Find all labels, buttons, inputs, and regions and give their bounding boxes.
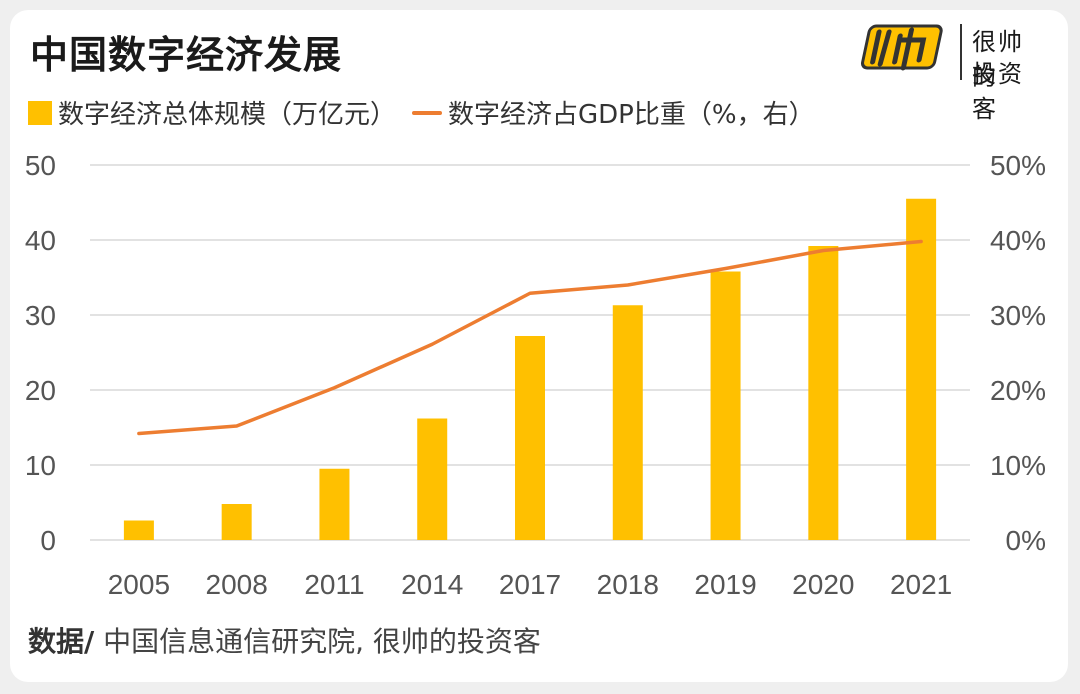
y-left-tick-label: 20 bbox=[25, 375, 56, 406]
y-right-tick-label: 50% bbox=[990, 150, 1046, 181]
y-right-tick-label: 0% bbox=[1006, 525, 1046, 556]
chart-legend: 数字经济总体规模（万亿元） 数字经济占GDP比重（%，右） bbox=[28, 94, 831, 131]
x-tick-label: 2020 bbox=[792, 569, 854, 600]
source-note: 数据/ 中国信息通信研究院, 很帅的投资客 bbox=[28, 620, 541, 660]
y-left-tick-label: 40 bbox=[25, 225, 56, 256]
x-tick-label: 2011 bbox=[304, 569, 364, 600]
right-axis-ticks: 0% 10% 20% 30% 40% 50% bbox=[990, 150, 1046, 556]
y-right-tick-label: 40% bbox=[990, 225, 1046, 256]
bar-series bbox=[123, 198, 937, 540]
x-tick-label: 2008 bbox=[206, 569, 268, 600]
x-tick-label: 2005 bbox=[108, 569, 170, 600]
legend-item-bar: 数字经济总体规模（万亿元） bbox=[28, 94, 396, 131]
chart-title: 中国数字经济发展 bbox=[30, 33, 343, 77]
legend-item-line: 数字经济占GDP比重（%，右） bbox=[412, 94, 815, 131]
x-tick-label: 2021 bbox=[890, 569, 952, 600]
y-left-tick-label: 30 bbox=[25, 300, 56, 331]
x-tick-label: 2018 bbox=[597, 569, 659, 600]
x-axis-ticks: 2005 2008 2011 2014 2017 2018 2019 2020 2021 bbox=[108, 569, 953, 600]
legend-bar-swatch bbox=[28, 100, 52, 125]
y-right-tick-label: 10% bbox=[990, 450, 1046, 481]
y-left-tick-label: 50 bbox=[25, 150, 56, 181]
bar-2020 bbox=[808, 246, 839, 540]
y-left-tick-label: 0 bbox=[40, 525, 56, 556]
logo-text-line2: 投资客 bbox=[972, 60, 1024, 123]
bar-2018 bbox=[612, 305, 643, 540]
source-text: 中国信息通信研究院, 很帅的投资客 bbox=[94, 625, 541, 658]
logo-divider bbox=[960, 24, 962, 80]
x-tick-label: 2017 bbox=[499, 569, 561, 600]
brand-mark-icon bbox=[860, 24, 943, 71]
bar-2017 bbox=[515, 336, 545, 540]
bar-2005 bbox=[123, 520, 154, 540]
bar-2019 bbox=[710, 271, 741, 540]
line-series bbox=[137, 239, 923, 436]
bar-2011 bbox=[319, 468, 350, 540]
x-tick-label: 2019 bbox=[694, 569, 756, 600]
legend-line-label: 数字经济占GDP比重（%，右） bbox=[448, 100, 815, 130]
bar-2021 bbox=[906, 198, 937, 540]
bar-2014 bbox=[417, 418, 448, 540]
y-left-tick-label: 10 bbox=[25, 450, 56, 481]
legend-bar-label: 数字经济总体规模（万亿元） bbox=[58, 100, 397, 130]
y-right-tick-label: 30% bbox=[990, 300, 1046, 331]
logo-text-line1: 很帅的 bbox=[972, 28, 1024, 91]
brand-logo: 很帅的 投资客 bbox=[852, 18, 1042, 123]
y-right-tick-label: 20% bbox=[990, 375, 1046, 406]
left-axis-ticks: 0 10 20 30 40 50 bbox=[25, 150, 56, 556]
legend-line-swatch bbox=[412, 110, 443, 115]
source-label: 数据/ bbox=[28, 625, 95, 658]
bar-2008 bbox=[221, 504, 252, 540]
x-tick-label: 2014 bbox=[401, 569, 463, 600]
